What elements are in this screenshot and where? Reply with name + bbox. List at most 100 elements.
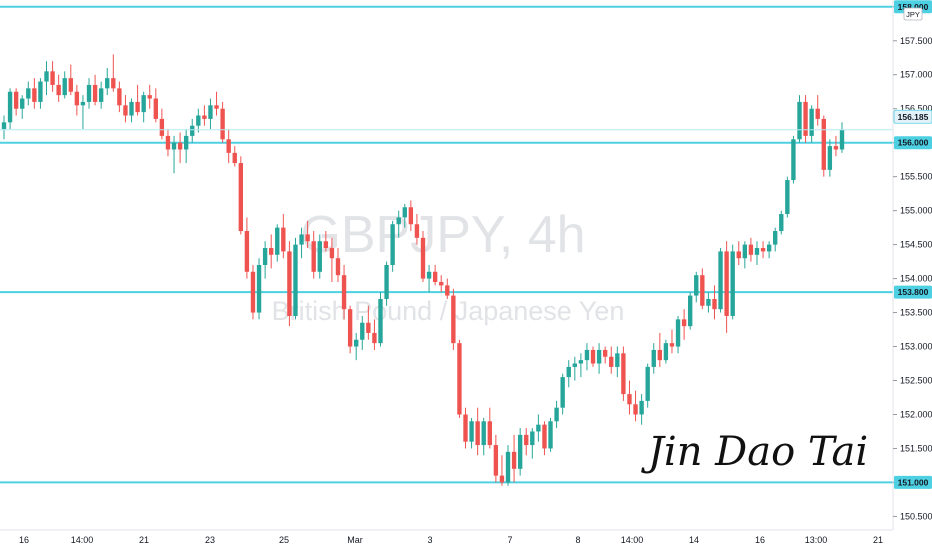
candle[interactable] [548,417,553,452]
candle[interactable] [202,105,207,126]
candle[interactable] [262,241,268,279]
candle[interactable] [98,81,104,109]
candle[interactable] [809,105,814,143]
candle[interactable] [305,220,310,249]
candle[interactable] [256,258,262,320]
candle[interactable] [578,353,584,378]
candle[interactable] [196,108,201,133]
candle[interactable] [675,315,681,354]
candle[interactable] [627,380,632,415]
candle[interactable] [815,95,820,126]
candle[interactable] [469,417,474,449]
candle[interactable] [141,91,146,123]
candle[interactable] [554,400,559,429]
candle[interactable] [432,265,438,286]
candle[interactable] [645,363,650,408]
candle[interactable] [13,88,19,116]
candle[interactable] [572,356,577,381]
candle[interactable] [736,241,741,265]
candle[interactable] [92,74,98,106]
candle[interactable] [700,268,705,310]
candle[interactable] [232,146,237,167]
candle[interactable] [536,414,541,442]
candle[interactable] [718,248,723,313]
candle[interactable] [366,305,371,340]
candle[interactable] [74,84,80,116]
candles[interactable] [1,54,845,486]
candle[interactable] [390,220,395,272]
candle[interactable] [463,407,468,449]
candle[interactable] [748,237,754,262]
candle[interactable] [281,214,286,259]
candle[interactable] [754,241,760,265]
candle[interactable] [657,332,663,367]
candle[interactable] [226,129,231,164]
candle[interactable] [323,231,329,252]
candle[interactable] [299,227,304,259]
candle[interactable] [566,360,571,388]
candle[interactable] [68,64,73,96]
candle[interactable] [38,78,43,109]
candle[interactable] [530,428,535,459]
candle[interactable] [615,346,620,378]
candle[interactable] [766,241,772,259]
candle[interactable] [147,84,152,109]
candle[interactable] [414,214,420,245]
candle[interactable] [341,265,347,320]
candle[interactable] [791,135,796,184]
candle[interactable] [153,88,158,123]
candle[interactable] [542,421,547,456]
candle[interactable] [165,129,171,157]
candle[interactable] [44,61,49,96]
candle[interactable] [773,227,778,252]
candle[interactable] [651,343,656,374]
candle[interactable] [833,135,839,157]
candle[interactable] [86,78,92,109]
candle[interactable] [451,288,456,350]
candle[interactable] [505,445,511,486]
candle[interactable] [445,278,450,299]
candle[interactable] [135,84,140,116]
candle[interactable] [663,339,669,364]
candle[interactable] [275,224,280,262]
candle[interactable] [439,275,444,293]
candle[interactable] [785,176,790,218]
candle[interactable] [481,417,486,456]
candle[interactable] [287,241,292,327]
candle[interactable] [499,455,505,486]
candle[interactable] [590,346,596,367]
candle[interactable] [493,434,499,483]
candle[interactable] [621,346,626,401]
candle[interactable] [827,139,833,177]
candle[interactable] [329,237,335,282]
candle[interactable] [171,135,177,174]
candle[interactable] [511,434,517,483]
candle[interactable] [524,428,529,456]
candle[interactable] [378,292,383,347]
candle[interactable] [420,231,426,282]
candle[interactable] [7,88,13,130]
candle[interactable] [32,78,37,109]
candle[interactable] [639,394,644,425]
candle[interactable] [596,343,602,374]
candle[interactable] [694,271,699,303]
candle[interactable] [208,98,213,130]
candle[interactable] [688,292,693,330]
candle[interactable] [111,54,116,92]
candle[interactable] [396,210,401,238]
candle[interactable] [584,343,590,371]
candle[interactable] [457,339,462,418]
candle[interactable] [105,67,110,96]
candle[interactable] [117,81,122,113]
candle[interactable] [560,373,565,415]
candle[interactable] [669,329,675,354]
candle[interactable] [487,407,492,449]
candle[interactable] [803,95,808,143]
candle[interactable] [129,98,134,123]
candle[interactable] [80,95,86,130]
candle[interactable] [730,244,735,320]
candle[interactable] [724,241,729,333]
candle[interactable] [347,305,353,354]
candle[interactable] [602,346,608,364]
